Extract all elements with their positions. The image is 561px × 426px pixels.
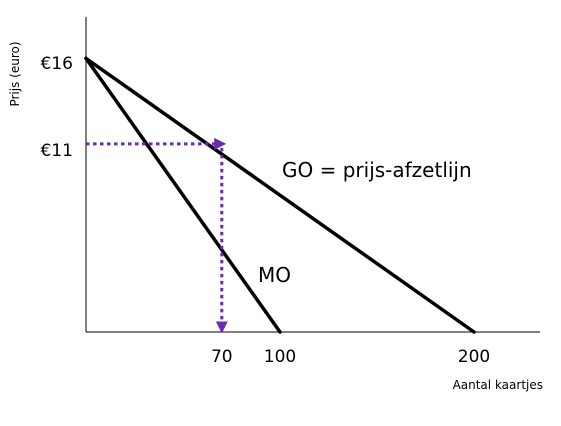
series-label-go: GO = prijs-afzetlijn (282, 158, 472, 182)
series-line-mo (84, 56, 282, 334)
y-tick-label-11: €11 (41, 141, 73, 161)
y-tick-label-16: €16 (41, 54, 73, 74)
x-tick-label-100: 100 (264, 347, 296, 367)
y-axis-title: Prijs (euro) (8, 41, 22, 106)
x-tick-label-200: 200 (458, 347, 490, 367)
x-tick-label-70: 70 (211, 347, 233, 367)
series-line-go (84, 56, 476, 334)
x-axis-title: Aantal kaartjes (453, 378, 543, 392)
series-label-mo: MO (258, 263, 291, 287)
